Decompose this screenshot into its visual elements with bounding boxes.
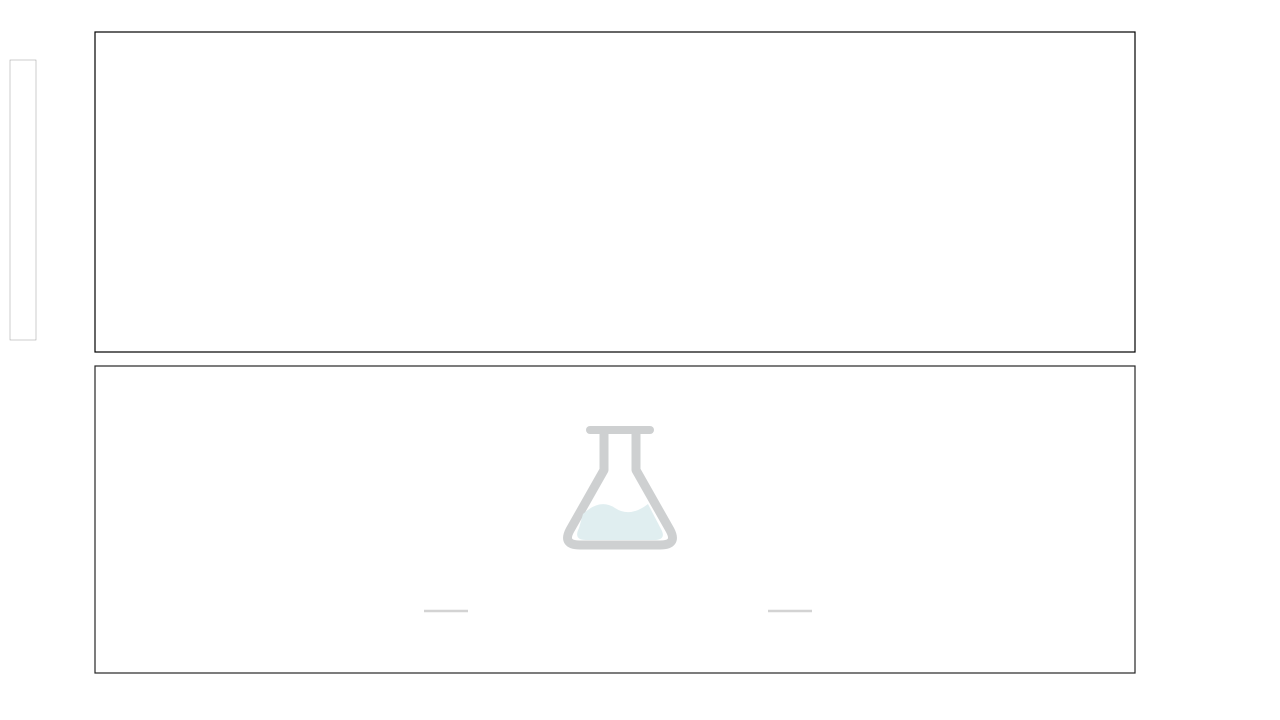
colorbar [9, 59, 37, 341]
watermark [424, 426, 812, 613]
flask-icon [563, 426, 677, 550]
colorbar-gradient [9, 59, 37, 341]
heatmap-panel-border [94, 31, 1136, 353]
cvd-panel-border [94, 365, 1136, 674]
